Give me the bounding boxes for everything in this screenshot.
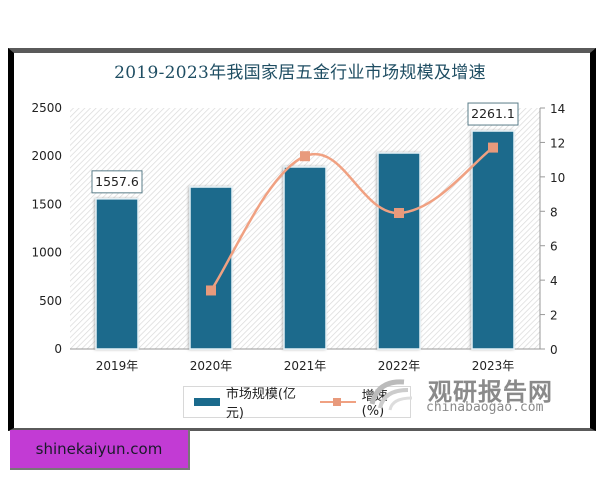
x-tick-label: 2020年 (190, 359, 233, 373)
left-tick-label: 2500 (31, 101, 62, 115)
right-tick-label: 4 (550, 274, 558, 288)
right-tick-label: 6 (550, 240, 558, 254)
right-tick-label: 12 (550, 136, 565, 150)
right-tick-label: 2 (550, 309, 558, 323)
site-badge[interactable]: shinekaiyun.com (10, 430, 190, 470)
left-tick-label: 1000 (31, 246, 62, 260)
x-tick-label: 2023年 (472, 359, 515, 373)
bar (95, 198, 139, 350)
left-tick-label: 2000 (31, 149, 62, 163)
x-tick-label: 2019年 (96, 359, 139, 373)
bar (377, 152, 421, 350)
data-label-box (467, 102, 519, 126)
right-tick-label: 8 (550, 205, 558, 219)
bar-legend-swatch (194, 398, 220, 406)
left-tick-label: 500 (39, 294, 62, 308)
bar (471, 130, 515, 350)
line-legend-marker-icon (319, 397, 356, 407)
bar-legend-label: 市场规模(亿元) (225, 387, 296, 421)
x-axis-labels: 2019年 2020年 2021年 2022年 2023年 (96, 359, 515, 373)
line-series (206, 142, 498, 296)
left-tick-label: 1500 (31, 197, 62, 211)
line-marker (394, 208, 404, 219)
data-label: 2261.1 (471, 106, 515, 121)
x-tick-label: 2021年 (284, 359, 327, 373)
bar (189, 186, 233, 350)
watermark-logo-icon (369, 379, 413, 411)
data-label-box (91, 170, 143, 194)
left-tick-label: 0 (54, 342, 62, 356)
bar (283, 166, 327, 350)
data-label: 1557.6 (95, 174, 139, 189)
left-axis: 0 500 1000 1500 2000 2500 (31, 101, 62, 356)
line-marker (300, 151, 310, 162)
line-marker (206, 285, 216, 296)
watermark-cn: 观研报告网 (428, 378, 553, 406)
watermark: 观研报告网 chinabaogao.com (360, 372, 580, 420)
growth-line (209, 146, 494, 292)
right-tick-label: 14 (550, 102, 565, 116)
right-axis: 0 2 4 6 8 10 12 14 (540, 102, 565, 357)
data-labels: 1557.6 2261.1 (91, 102, 519, 194)
watermark-en: chinabaogao.com (426, 400, 544, 415)
x-tick-label: 2022年 (378, 359, 421, 373)
chart-title: 2019-2023年我国家居五金行业市场规模及增速 (114, 63, 486, 83)
line-marker (488, 142, 498, 153)
right-tick-label: 10 (550, 171, 565, 185)
right-tick-label: 0 (550, 343, 558, 357)
